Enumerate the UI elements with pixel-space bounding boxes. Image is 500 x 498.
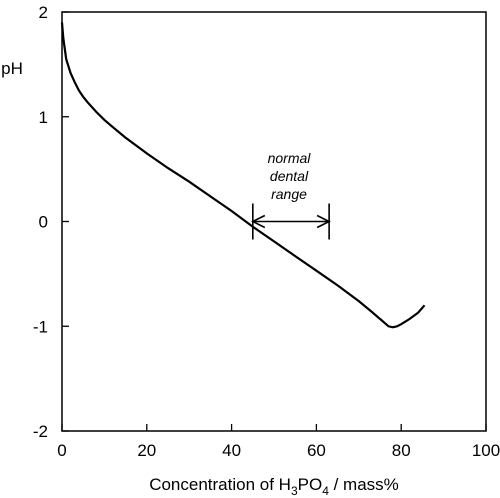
axis-tick-labels: 0 20 40 60 80 100 2 1 0 -1 -2 [33, 3, 500, 460]
ph-curve-line [60, 22, 426, 329]
y-tick-label: 1 [39, 108, 48, 127]
x-tick-label: 60 [307, 441, 326, 460]
dental-range-arrow [251, 203, 331, 240]
x-tick-label: 40 [222, 441, 241, 460]
annotation-line-3: range [271, 186, 307, 202]
annotation-line-2: dental [270, 168, 309, 184]
axis-ticks [61, 11, 487, 432]
range-right-arrowhead [316, 214, 331, 229]
y-axis-label: pH [1, 59, 23, 78]
x-tick-label: 0 [57, 441, 66, 460]
range-left-arrowhead [251, 214, 266, 229]
x-tick-label: 100 [472, 441, 500, 460]
y-tick-label: -1 [33, 317, 48, 336]
y-tick-label: 2 [39, 3, 48, 22]
x-axis-label: Concentration of H3PO4 / mass% [149, 475, 399, 498]
x-tick-label: 20 [137, 441, 156, 460]
x-tick-label: 80 [392, 441, 411, 460]
y-tick-label: -2 [33, 422, 48, 441]
annotation-line-1: normal [268, 150, 312, 166]
y-tick-label: 0 [39, 213, 48, 232]
